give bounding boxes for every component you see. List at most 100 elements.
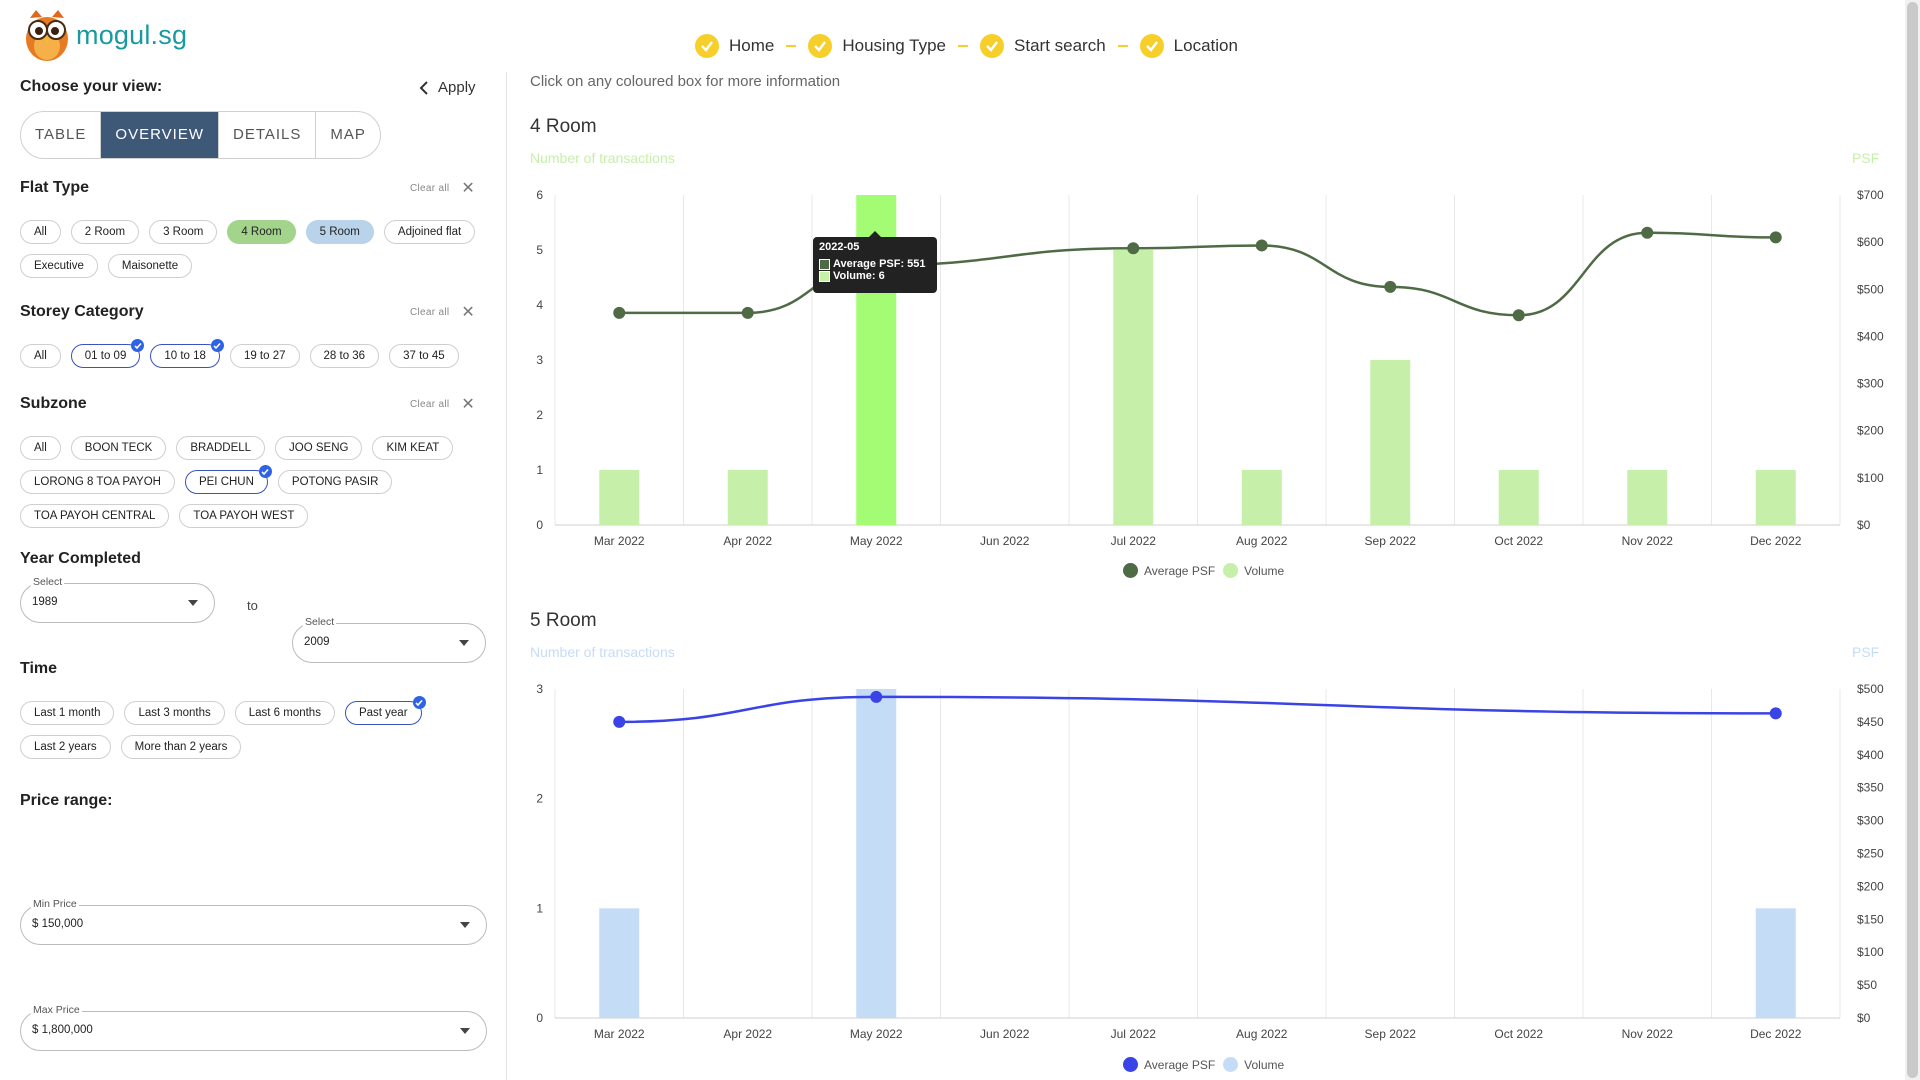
chip-flat-maisonette[interactable]: Maisonette — [107, 254, 193, 278]
chip-storey-01-09[interactable]: 01 to 09 — [70, 339, 145, 368]
chip-label: POTONG PASIR — [291, 476, 379, 488]
chip-storey-37-45[interactable]: 37 to 45 — [389, 344, 459, 368]
chip-subzone-toa-payoh-west[interactable]: TOA PAYOH WEST — [179, 504, 309, 528]
chip-storey-10-18[interactable]: 10 to 18 — [150, 339, 224, 368]
chip-storey-28-36[interactable]: 28 to 36 — [309, 344, 380, 368]
psf-point — [1769, 707, 1782, 720]
legend-psf-label[interactable]: Average PSF — [1144, 563, 1216, 578]
chip-label: All — [34, 442, 47, 454]
tooltip-psf-text: Average PSF: 551 — [833, 258, 926, 270]
x-tick-label: Aug 2022 — [1236, 1027, 1288, 1041]
subzone-chips: All BOON TECK BRADDELL JOO SENG KIM KEAT… — [20, 436, 480, 528]
chip-time-2-years[interactable]: Last 2 years — [20, 735, 111, 759]
tooltip-vol-swatch — [819, 270, 830, 282]
legend-volume-label[interactable]: Volume — [1244, 1057, 1285, 1072]
chip-subzone-pei-chun[interactable]: PEI CHUN — [184, 465, 272, 494]
chip-time-past-year[interactable]: Past year — [344, 696, 426, 725]
chip-label: Last 3 months — [138, 707, 211, 719]
flat-type-clear-all[interactable]: Clear all ✕ — [410, 178, 475, 198]
chip-subzone-boon-teck[interactable]: BOON TECK — [70, 436, 167, 460]
chip-subzone-joo-seng[interactable]: JOO SENG — [275, 436, 363, 460]
select-label: Max Price — [31, 1004, 82, 1016]
step-start-search[interactable]: Start search — [980, 34, 1106, 58]
x-tick-label: Apr 2022 — [723, 1027, 772, 1041]
chip-label: TOA PAYOH CENTRAL — [34, 510, 156, 522]
x-tick-label: Mar 2022 — [594, 1027, 645, 1041]
brand-name: mogul.sg — [76, 19, 188, 50]
chip-flat-4-room[interactable]: 4 Room — [227, 220, 296, 244]
step-label: Housing Type — [842, 36, 947, 55]
chart-5-room[interactable]: 0 1 2 3 $0 $50 $100 $150 $200 $250 $300 $350 $400 $45… — [510, 664, 1890, 1048]
scrollbar-thumb[interactable] — [1907, 2, 1918, 1078]
clear-all-label: Clear all — [410, 182, 450, 194]
chip-label: 37 to 45 — [403, 350, 445, 362]
chip-label: 10 to 18 — [164, 350, 206, 362]
check-icon — [695, 34, 719, 58]
chip-subzone-kim-keat[interactable]: KIM KEAT — [372, 436, 454, 460]
to-label: to — [247, 598, 258, 613]
y-tick-label: 0 — [536, 1011, 543, 1025]
legend-psf-swatch — [1123, 563, 1138, 578]
tab-map[interactable]: MAP — [330, 126, 366, 143]
subzone-clear-all[interactable]: Clear all ✕ — [410, 394, 475, 414]
tab-overview[interactable]: OVERVIEW — [101, 112, 219, 158]
chip-flat-2-room[interactable]: 2 Room — [70, 220, 140, 244]
legend-volume-label[interactable]: Volume — [1244, 563, 1285, 578]
chip-label: BRADDELL — [190, 442, 252, 454]
storey-title: Storey Category — [20, 303, 144, 320]
caret-down-icon — [460, 922, 470, 928]
chip-subzone-potong-pasir[interactable]: POTONG PASIR — [277, 470, 393, 494]
step-location[interactable]: Location — [1139, 34, 1238, 58]
chip-flat-adjoined[interactable]: Adjoined flat — [383, 220, 476, 244]
chip-time-3-months[interactable]: Last 3 months — [124, 701, 225, 725]
legend-psf-label[interactable]: Average PSF — [1144, 1057, 1216, 1072]
y2-tick-label: $250 — [1857, 847, 1884, 861]
chip-flat-executive[interactable]: Executive — [20, 254, 98, 278]
chip-label: 19 to 27 — [243, 350, 286, 362]
y-tick-label: 5 — [536, 243, 543, 257]
x-tick-label: Sep 2022 — [1365, 534, 1417, 548]
step-home[interactable]: Home — [695, 34, 774, 58]
legend-volume-swatch — [1223, 1057, 1239, 1072]
volume-bar — [727, 470, 768, 525]
chip-storey-all[interactable]: All — [20, 344, 61, 368]
y-tick-label: 6 — [536, 188, 543, 202]
storey-chips: All 01 to 09 10 to 18 19 to 27 28 to 36 … — [20, 339, 480, 368]
chip-subzone-braddell[interactable]: BRADDELL — [176, 436, 266, 460]
storey-clear-all[interactable]: Clear all ✕ — [410, 302, 475, 322]
y2-tick-label: $450 — [1857, 715, 1884, 729]
x-tick-label: Aug 2022 — [1236, 534, 1288, 548]
select-value: 2009 — [304, 636, 330, 648]
brand-logo[interactable]: mogul.sg — [22, 8, 187, 62]
chip-subzone-toa-payoh-central[interactable]: TOA PAYOH CENTRAL — [20, 504, 170, 528]
y-tick-label: 3 — [536, 682, 543, 696]
step-housing-type[interactable]: Housing Type — [808, 34, 946, 58]
volume-bar — [1498, 470, 1539, 525]
chip-time-more-2-years[interactable]: More than 2 years — [120, 735, 242, 759]
chip-subzone-lorong-8[interactable]: LORONG 8 TOA PAYOH — [20, 470, 175, 494]
volume-bar — [856, 689, 897, 1018]
chip-flat-all[interactable]: All — [20, 220, 61, 244]
chip-storey-19-27[interactable]: 19 to 27 — [229, 344, 300, 368]
psf-line — [619, 695, 1776, 724]
volume-bar — [1627, 470, 1668, 525]
max-price-select[interactable]: Max Price $ 1,800,000 — [20, 1004, 487, 1051]
chip-flat-5-room[interactable]: 5 Room — [305, 220, 374, 244]
select-label: Select — [31, 576, 65, 588]
clear-all-label: Clear all — [410, 306, 450, 318]
chart-5-room-right-caption: PSF — [1852, 644, 1880, 660]
chip-time-6-months[interactable]: Last 6 months — [234, 701, 335, 725]
year-to-select[interactable]: Select 2009 — [292, 616, 486, 663]
tab-details[interactable]: DETAILS — [219, 112, 317, 158]
year-from-select[interactable]: Select 1989 — [20, 576, 215, 623]
price-range-title: Price range: — [20, 792, 113, 809]
y-tick-label: 1 — [536, 463, 543, 477]
chip-time-1-month[interactable]: Last 1 month — [20, 701, 115, 725]
chip-label: Last 1 month — [34, 707, 101, 719]
chip-subzone-all[interactable]: All — [20, 436, 61, 460]
chip-flat-3-room[interactable]: 3 Room — [149, 220, 218, 244]
tab-table[interactable]: TABLE — [21, 112, 102, 158]
chart-4-room[interactable]: 0 1 2 3 4 5 6 $0 $100 $200 $300 $400 $500 $600 $700 Mar… — [510, 170, 1890, 550]
min-price-select[interactable]: Min Price $ 150,000 — [20, 898, 487, 945]
apply-button[interactable]: Apply — [419, 79, 476, 96]
